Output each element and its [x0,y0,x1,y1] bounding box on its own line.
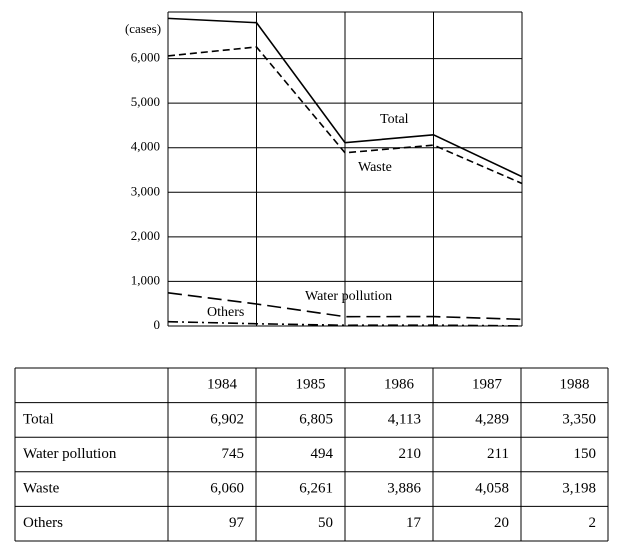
table-cell: 4,058 [475,481,509,497]
table-cell: 20 [494,515,509,531]
table-cell: 2 [589,515,597,531]
y-tick-label: 4,000 [131,139,160,154]
table-header: 1986 [384,377,415,393]
table-cell: 17 [406,515,422,531]
y-tick-label: 2,000 [131,228,160,243]
table-cell: 494 [311,446,334,462]
table-cell: 3,198 [562,481,596,497]
table-row-label: Total [23,411,54,427]
table-cell: 4,289 [475,411,509,427]
table-cell: 97 [229,515,245,531]
series-line [167,46,523,185]
y-tick-label: 3,000 [131,183,160,198]
table-cell: 50 [318,515,333,531]
table-header: 1984 [207,377,238,393]
y-tick-label: 5,000 [131,94,160,109]
y-axis-label: (cases) [125,21,161,36]
table-row-label: Water pollution [23,446,117,462]
y-tick-label: 0 [154,317,161,332]
line-label: Total [380,112,409,127]
table-cell: 6,902 [210,411,244,427]
series-line [167,320,523,327]
table-cell: 3,886 [387,481,421,497]
line-label: Waste [358,160,392,175]
table-cell: 6,060 [210,481,244,497]
table-header: 1988 [560,377,590,393]
table-cell: 6,805 [299,411,333,427]
series-line [167,17,523,178]
table-cell: 211 [487,446,509,462]
y-tick-label: 6,000 [131,50,160,65]
line-label: Water pollution [305,289,392,304]
table-header: 1987 [472,377,503,393]
table-row-label: Waste [23,481,60,497]
table-cell: 4,113 [388,411,421,427]
table-cell: 6,261 [299,481,333,497]
table-header: 1985 [296,377,326,393]
y-tick-label: 1,000 [131,272,160,287]
table-row-label: Others [23,515,63,531]
line-label: Others [207,305,244,320]
table-cell: 150 [574,446,597,462]
table-cell: 745 [222,446,245,462]
table-cell: 210 [399,446,422,462]
table-cell: 3,350 [562,411,596,427]
